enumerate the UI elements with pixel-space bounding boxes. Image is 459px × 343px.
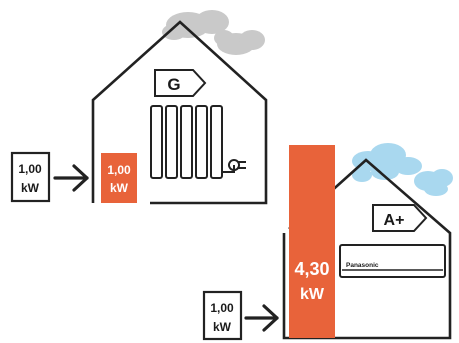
right-input-unit: kW — [213, 320, 232, 334]
left-house-icon — [91, 20, 268, 205]
right-house-icon — [282, 158, 452, 340]
smoke-cloud-icon — [162, 10, 265, 55]
radiator-icon — [150, 105, 235, 179]
sky-cloud-icon — [352, 143, 453, 196]
energy-label-a-plus-icon: A+ — [372, 204, 428, 232]
left-arrow-icon — [53, 164, 89, 192]
left-output-unit: kW — [110, 181, 129, 195]
air-conditioner-brand: Panasonic — [346, 262, 379, 269]
left-input-value: 1,00 — [18, 162, 42, 176]
plug-icon — [228, 159, 246, 171]
left-output-bar — [101, 153, 137, 203]
right-input-value: 1,00 — [210, 301, 234, 315]
air-conditioner-icon: Panasonic — [339, 244, 446, 278]
left-energy-class: G — [167, 75, 180, 94]
left-output-value: 1,00 — [107, 163, 131, 177]
right-output-bar — [289, 145, 335, 338]
right-output-value: 4,30 — [294, 259, 329, 279]
right-output-unit: kW — [300, 286, 325, 303]
left-input-box — [10, 151, 51, 203]
right-arrow-icon — [244, 304, 279, 332]
right-input-box — [202, 290, 243, 341]
left-input-unit: kW — [21, 181, 40, 195]
energy-label-g-icon: G — [154, 69, 207, 97]
right-energy-class: A+ — [384, 212, 405, 229]
